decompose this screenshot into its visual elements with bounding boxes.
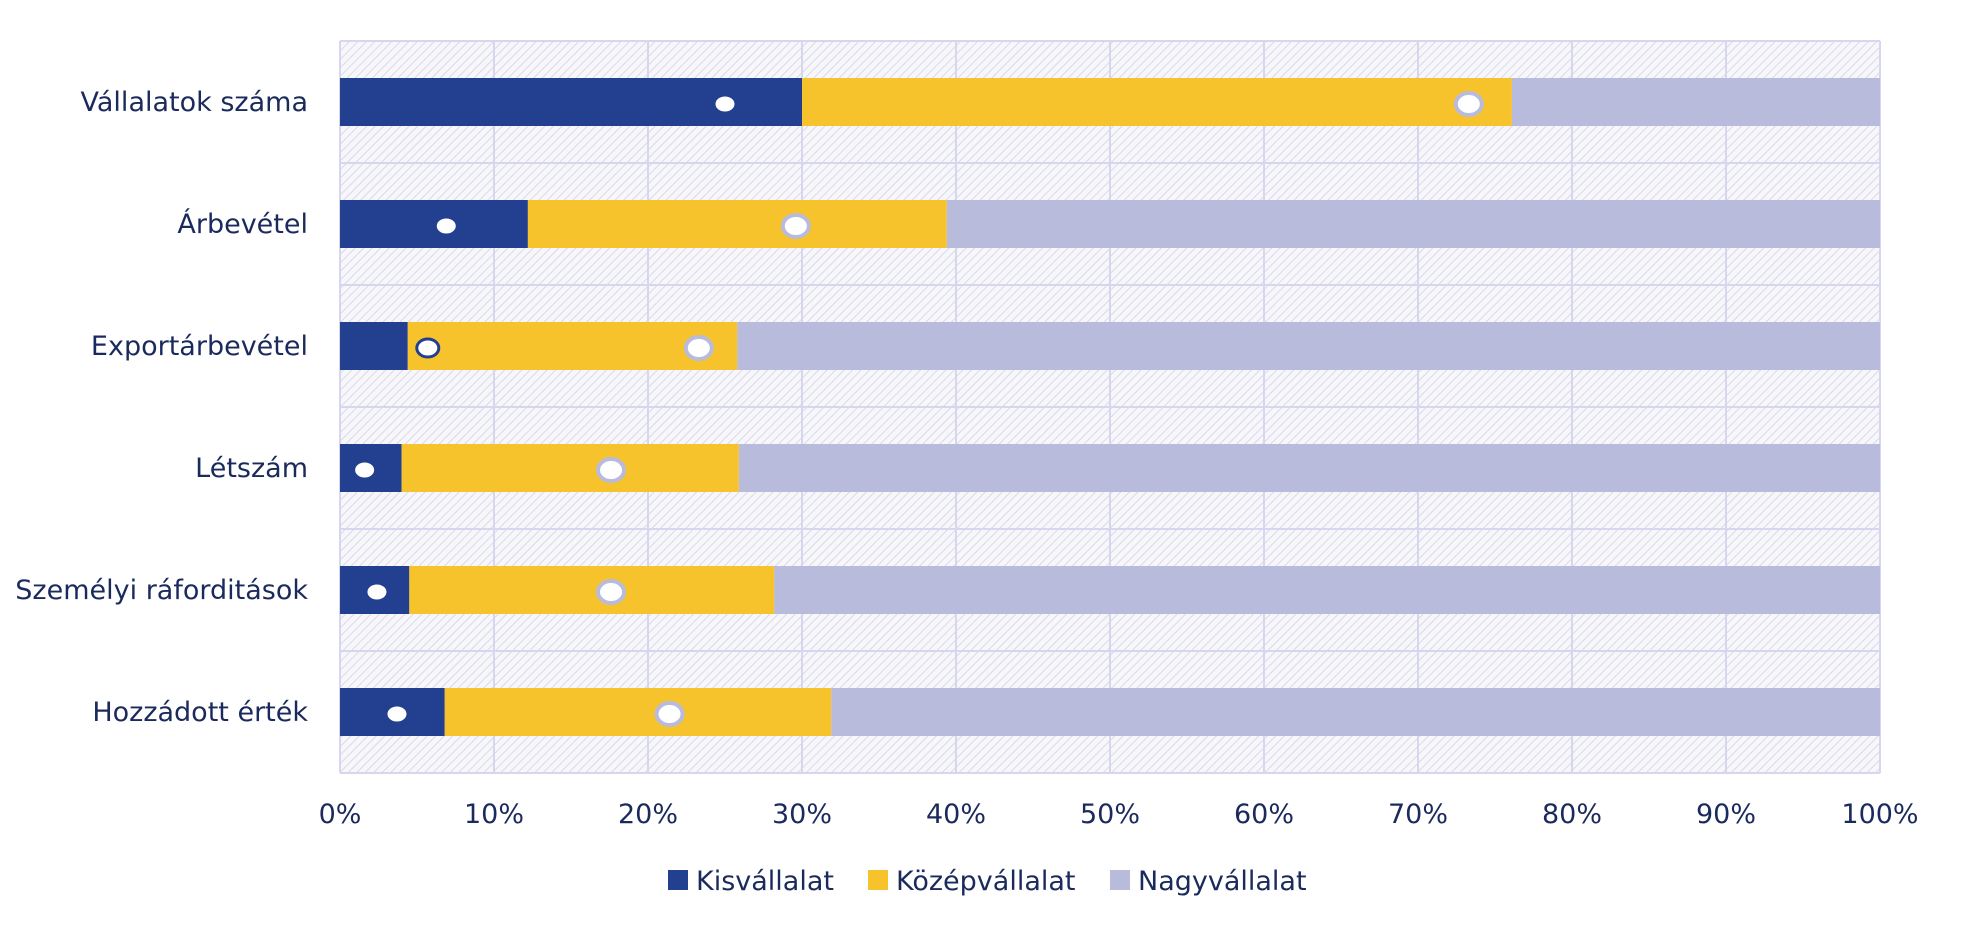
x-tick-label: 60% xyxy=(1234,799,1294,830)
bar-középvállalat xyxy=(444,688,832,736)
bar-kisvállalat xyxy=(340,322,408,370)
bar-középvállalat xyxy=(527,200,947,248)
category-label: Hozzádott érték xyxy=(92,697,308,728)
legend-swatch-kisvállalat xyxy=(668,870,688,890)
bar-középvállalat xyxy=(802,78,1512,126)
x-tick-label: 10% xyxy=(464,799,524,830)
marker-középvállalat xyxy=(654,701,685,727)
legend-label-nagyvállalat: Nagyvállalat xyxy=(1138,866,1307,897)
bar-nagyvállalat xyxy=(946,200,1880,248)
marker-kisvállalat xyxy=(712,93,738,115)
x-tick-label: 50% xyxy=(1080,799,1140,830)
bar-középvállalat xyxy=(407,322,738,370)
bar-középvállalat xyxy=(409,566,775,614)
category-label: Létszám xyxy=(195,453,308,484)
x-tick-label: 40% xyxy=(926,799,986,830)
marker-középvállalat xyxy=(596,457,627,483)
marker-kisvállalat xyxy=(364,581,390,603)
marker-középvállalat xyxy=(1453,91,1484,117)
legend-label-kisvállalat: Kisvállalat xyxy=(696,866,834,897)
bar-nagyvállalat xyxy=(738,444,1880,492)
x-tick-label: 100% xyxy=(1841,799,1918,830)
x-tick-label: 20% xyxy=(618,799,678,830)
x-tick-label: 0% xyxy=(319,799,362,830)
bar-nagyvállalat xyxy=(737,322,1880,370)
bar-középvállalat xyxy=(401,444,739,492)
bar-nagyvállalat xyxy=(831,688,1880,736)
marker-kisvállalat xyxy=(433,215,459,237)
bar-nagyvállalat xyxy=(774,566,1880,614)
marker-középvállalat xyxy=(780,213,811,239)
bar-nagyvállalat xyxy=(1511,78,1880,126)
marker-kisvállalat xyxy=(352,459,378,481)
category-label: Exportárbevétel xyxy=(91,331,308,362)
x-tick-label: 70% xyxy=(1388,799,1448,830)
legend-swatch-nagyvállalat xyxy=(1110,870,1130,890)
legend-swatch-középvállalat xyxy=(868,870,888,890)
marker-középvállalat xyxy=(596,579,627,605)
marker-kisvállalat xyxy=(384,703,410,725)
legend-label-középvállalat: Középvállalat xyxy=(896,866,1076,897)
x-tick-label: 80% xyxy=(1542,799,1602,830)
bar-kisvállalat xyxy=(340,200,528,248)
marker-kisvállalat xyxy=(415,337,441,359)
x-tick-label: 30% xyxy=(772,799,832,830)
category-label: Személyi ráforditások xyxy=(15,575,308,606)
marker-középvállalat xyxy=(683,335,714,361)
category-label: Árbevétel xyxy=(177,208,308,240)
category-label: Vállalatok száma xyxy=(81,87,308,118)
x-tick-label: 90% xyxy=(1696,799,1756,830)
